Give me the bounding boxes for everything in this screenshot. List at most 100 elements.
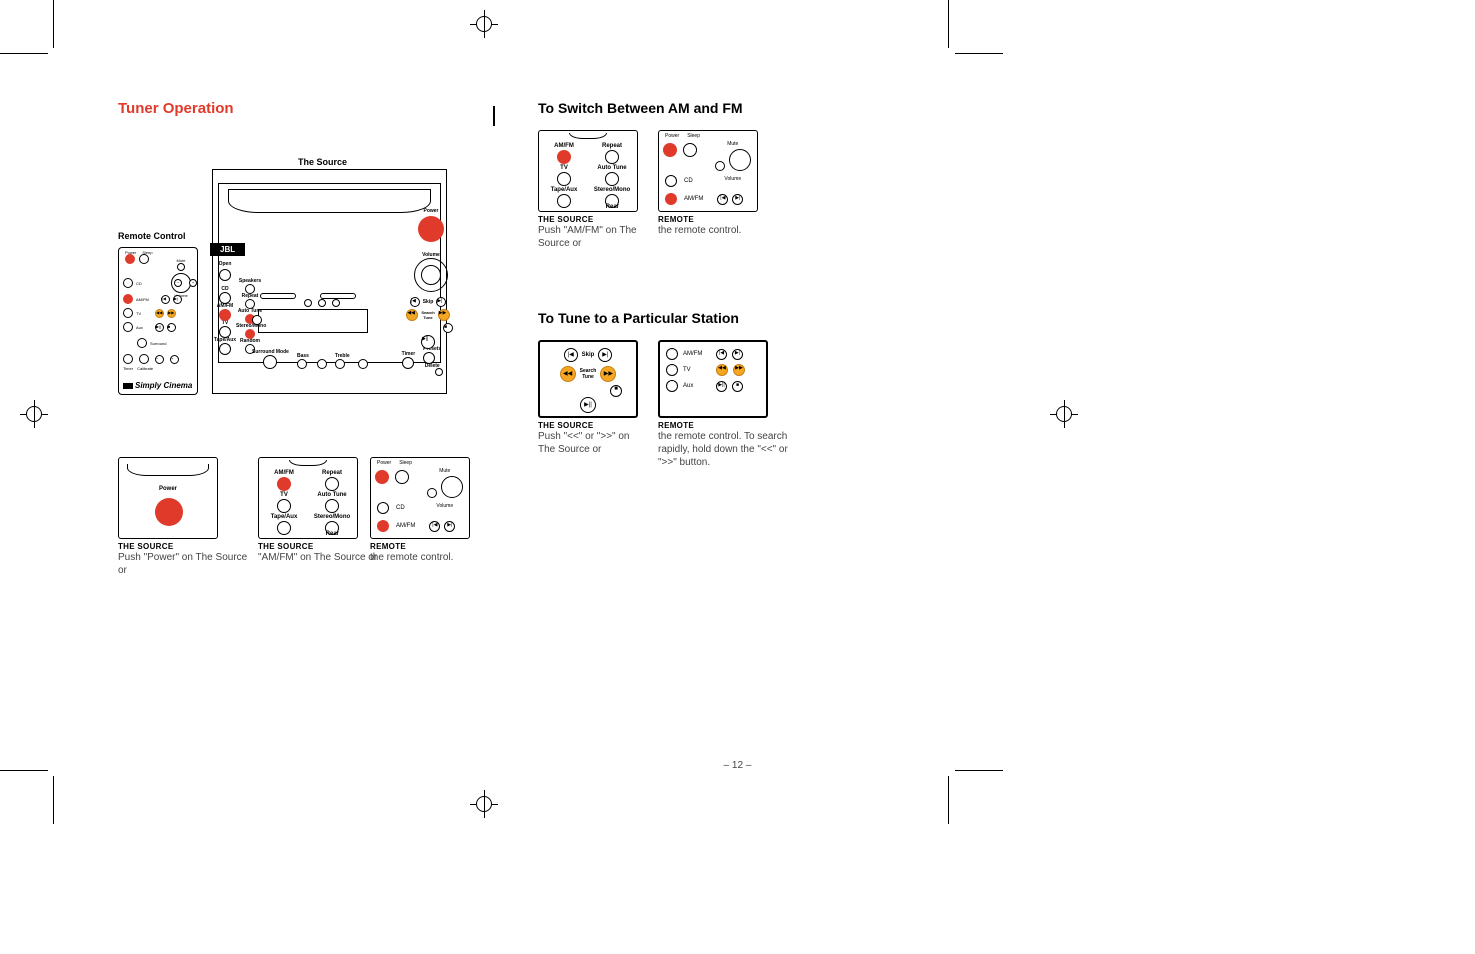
source-device-label: The Source [298,157,347,167]
ffwd-button: ▶▶ [167,309,176,318]
s1a-tapeaux-btn [557,194,571,208]
s2b-tv-btn [666,364,678,376]
p3-cd-btn [377,502,389,514]
power-button [125,254,135,264]
s1a-repeat-btn [605,150,619,164]
surround-label: Surround [150,341,166,346]
s1a-rear: Rear [606,204,619,210]
panel3-title: REMOTE [370,542,470,551]
p3-sleep-btn [395,470,409,484]
p3-mute-label: Mute [427,468,463,474]
panel1-caption: Push "Power" on The Source or [118,551,248,577]
mute-label: Mute [171,258,191,263]
aux-label: Aux [136,325,143,330]
s1b-volume-dial [729,149,751,171]
p3-sleep-label: Sleep [399,460,412,466]
s1a-autotune-btn [605,172,619,186]
timer-label: Timer [123,366,133,371]
plus2-button: + [170,355,179,364]
s1-panel-a: AM/FM Repeat TV Auto Tune Tape/Aux Stere… [538,130,638,250]
s2b-amfm-btn [666,348,678,360]
amfm-label: AM/FM [136,297,149,302]
page-number: – 12 – [724,760,752,771]
s1a-autotune: Auto Tune [591,165,633,171]
panel-power-source: Power THE SOURCE Push "Power" on The Sou… [118,457,218,577]
s2a-skip-label: Skip [582,352,595,358]
s1b-sleep-btn [683,143,697,157]
playpause-button: ▶|| [155,323,164,332]
jbl-logo: JBL [210,243,245,256]
s1a-tv: TV [543,165,585,171]
p2-repeat-btn [325,477,339,491]
panel2-caption: "AM/FM" on The Source or [258,551,378,564]
s1a-stereomono: Stereo/Mono [591,187,633,193]
tv-button [123,308,133,318]
s1b-mute-label: Mute [715,141,751,147]
rew-button: ◀◀ [155,309,164,318]
s2a-play: ▶|| [580,397,596,413]
skipback-button: |◀ [161,295,170,304]
s2a-caption: Push "<<" or ">>" on The Source or [538,430,648,456]
s1b-cd-label: CD [684,178,693,184]
plus-button: + [189,279,197,287]
s2b-aux-btn [666,380,678,392]
s1a-tv-btn [557,172,571,186]
s1b-skipfwd: ▶| [732,194,743,205]
sleep-button [139,254,149,264]
p3-volume-label: Volume [427,503,463,509]
simply-cinema-logo: Simply Cinema [123,381,192,390]
s2b-amfm: AM/FM [683,351,711,357]
search-tune-label: Search Tune [421,310,434,320]
s1b-power-label: Power [665,133,679,139]
tune-station-title: To Tune to a Particular Station [538,310,948,326]
s1b-sleep-label: Sleep [687,133,700,139]
p2-autotune-btn [325,499,339,513]
rew-src: ◀◀ [406,309,418,321]
s1a-tapeaux: Tape/Aux [543,187,585,193]
s1b-cd-btn [665,175,677,187]
p3-power-label: Power [377,460,391,466]
s2b-aux: Aux [683,383,711,389]
skip-back-src: |◀ [410,297,420,307]
p3-power-btn [375,470,389,484]
p2-autotune: Auto Tune [311,492,353,498]
s1a-repeat: Repeat [591,143,633,149]
open-label: Open [210,262,240,267]
p2-tapeaux: Tape/Aux [263,514,305,520]
timer-button [123,354,133,364]
p3-volume-dial [441,476,463,498]
s1b-caption: the remote control. [658,224,758,237]
p2-repeat: Repeat [311,470,353,476]
cd-button [123,278,133,288]
sleep-label: Sleep [142,250,152,255]
s2a-ffwd: ▶▶ [600,366,616,382]
s2a-stop: ■ [610,385,622,397]
s1-panel-b: Power Sleep Mute Volume [658,130,758,237]
panel1-power-label: Power [119,486,217,492]
power-src-button [418,216,444,242]
panel1-title: THE SOURCE [118,542,218,551]
s2a-rew: ◀◀ [560,366,576,382]
panel3-caption: the remote control. [370,551,470,564]
s1b-power-btn [663,143,677,157]
s2b-skipback: |◀ [716,349,727,360]
minus-button: − [174,279,182,287]
skip-src-label: Skip [423,300,434,305]
calibrate-button [139,354,149,364]
s2b-tv: TV [683,367,711,373]
skip-fwd-src: ▶| [436,297,446,307]
cd-label: CD [136,281,150,286]
switch-amfm-title: To Switch Between AM and FM [538,100,948,116]
panel2-title: THE SOURCE [258,542,358,551]
tuner-operation-title: Tuner Operation [118,100,478,117]
s1a-amfm-btn [557,150,571,164]
s2a-searchtune: Search Tune [580,368,597,380]
s1b-skipback: |◀ [717,194,728,205]
power-label: Power [125,250,136,255]
s1a-title: THE SOURCE [538,215,638,224]
s2a-skipback: |◀ [564,348,578,362]
s1a-caption: Push "AM/FM" on The Source or [538,224,648,250]
remote-main-diagram: Power Sleep Mute Volume CD − + [118,247,198,395]
minus2-button: − [155,355,164,364]
s2b-play: ▶|| [716,381,727,392]
